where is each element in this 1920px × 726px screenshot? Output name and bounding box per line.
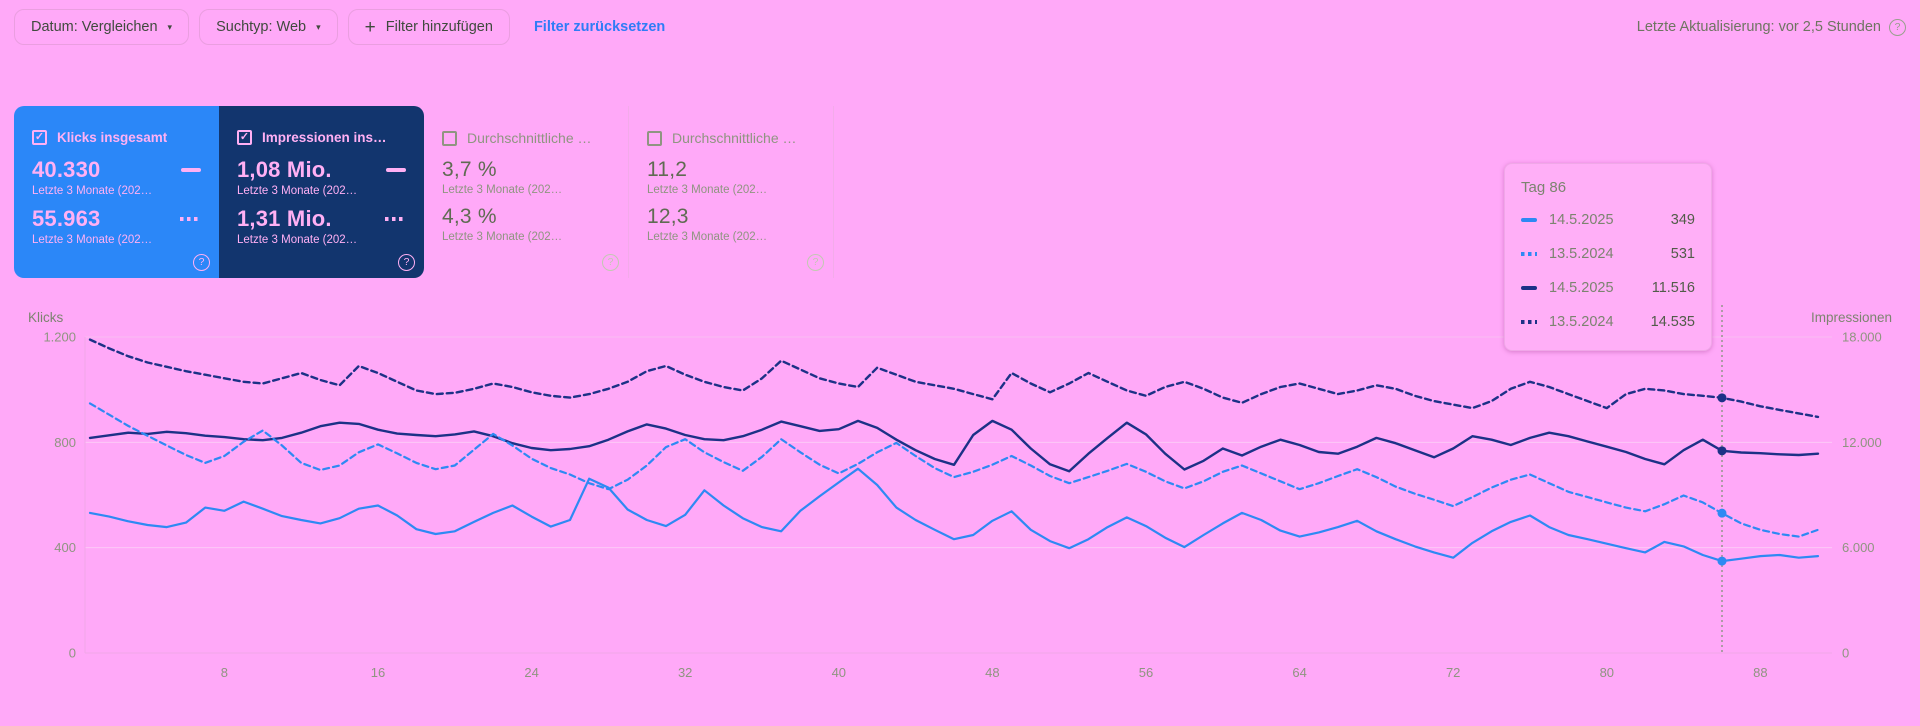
x-axis-tick: 80 [1600,665,1614,680]
last-update-text: Letzte Aktualisierung: vor 2,5 Stunden [1636,19,1881,35]
marker-dot [1717,508,1727,518]
checkbox-checked[interactable]: ✓ [32,130,47,145]
tooltip-date: 13.5.2024 [1549,246,1614,262]
tooltip-row: 13.5.2024 14.535 [1521,314,1695,330]
dashed-series-swatch-icon [1521,252,1537,256]
tooltip-value: 11.516 [1651,280,1695,296]
last-update-status: Letzte Aktualisierung: vor 2,5 Stunden ? [1636,18,1906,36]
x-axis-tick: 72 [1446,665,1460,680]
right-axis-tick: 12.000 [1842,435,1882,450]
plus-icon: + [364,16,376,38]
tooltip-value: 349 [1670,212,1695,228]
searchtype-filter-chip[interactable]: Suchtyp: Web ▾ [199,9,338,45]
help-icon[interactable]: ? [602,254,619,271]
metric-value: 1,31 Mio. [237,206,332,231]
tooltip-date: 14.5.2025 [1549,280,1614,296]
metric-value: 4,3 % [442,205,497,228]
x-axis-tick: 40 [832,665,846,680]
metric-card-1[interactable]: ✓ Klicks insgesamt 40.330 Letzte 3 Monate (… [14,106,219,278]
metric-caption: Letzte 3 Monate (202… [647,231,768,243]
metric-caption: Letzte 3 Monate (202… [647,184,768,196]
metric-value: 40.330 [32,157,101,182]
left-axis-tick: 1.200 [43,330,76,345]
x-axis-tick: 48 [985,665,999,680]
right-axis-tick: 0 [1842,646,1849,661]
tooltip-row: 14.5.2025 11.516 [1521,280,1695,296]
tooltip-value: 531 [1670,246,1695,262]
metric-value: 55.963 [32,206,101,231]
metric-cards: ✓ Klicks insgesamt 40.330 Letzte 3 Monate (… [14,106,834,278]
reset-filters-link[interactable]: Filter zurücksetzen [533,19,666,35]
metric-caption: Letzte 3 Monate (202… [442,184,563,196]
metric-value: 11,2 [647,158,688,181]
series-line-klicks-13-5-2024 [88,402,1820,538]
date-filter-label: Datum: Vergleichen [31,19,158,35]
metric-caption: Letzte 3 Monate (202… [32,234,153,246]
right-axis-tick: 6.000 [1842,540,1875,555]
checkbox-unchecked[interactable] [647,130,662,146]
x-axis-tick: 16 [371,665,385,680]
metric-card-title: Durchschnittliche … [467,130,592,146]
marker-dot [1717,556,1727,566]
add-filter-label: Filter hinzufügen [385,19,493,35]
series-line-impressionen-14-5-2025 [88,419,1820,473]
metric-card-title: Impressionen ins… [262,130,387,145]
metric-caption: Letzte 3 Monate (202… [237,185,358,197]
help-icon[interactable]: ? [1889,18,1906,36]
checkbox-unchecked[interactable] [442,130,457,146]
chevron-down-icon: ▾ [167,21,173,32]
tooltip-title: Tag 86 [1521,179,1567,196]
dashed-line-swatch-icon [180,217,201,221]
right-axis-tick: 18.000 [1842,330,1882,345]
x-axis-tick: 64 [1292,665,1306,680]
series-line-impressionen-13-5-2024 [88,338,1820,419]
metric-card-title: Durchschnittliche … [672,130,797,146]
tooltip-date: 13.5.2024 [1549,314,1614,330]
metric-card-2[interactable]: ✓ Impressionen ins… 1,08 Mio. Letzte 3 Mona… [219,106,424,278]
metric-value: 12,3 [647,205,689,228]
tooltip-date: 14.5.2025 [1549,212,1614,228]
filter-toolbar: Datum: Vergleichen ▾ Suchtyp: Web ▾ + Fi… [14,8,1906,46]
performance-chart[interactable]: 1.200 800 400 0 18.000 12.000 6.000 0 Klicks Impr… [0,250,1920,726]
metric-caption: Letzte 3 Monate (202… [32,185,153,197]
date-filter-chip[interactable]: Datum: Vergleichen ▾ [14,9,190,45]
marker-dot [1717,446,1727,456]
metric-value: 3,7 % [442,158,497,181]
dashed-series-swatch-icon [1521,320,1537,324]
series-line-klicks-14-5-2025 [88,467,1820,563]
metric-caption: Letzte 3 Monate (202… [442,231,563,243]
metric-card-3[interactable]: Durchschnittliche … 3,7 % Letzte 3 Monate … [424,106,629,278]
x-axis-tick: 24 [524,665,538,680]
x-axis-tick: 8 [221,665,228,680]
left-axis-tick: 400 [54,540,76,555]
x-axis-tick: 32 [678,665,692,680]
left-axis-tick: 0 [69,646,76,661]
left-axis-title: Klicks [28,310,64,325]
searchtype-filter-label: Suchtyp: Web [216,19,307,35]
metric-caption: Letzte 3 Monate (202… [237,234,358,246]
solid-line-swatch-icon [181,168,201,172]
solid-line-swatch-icon [386,168,406,172]
metric-card-4[interactable]: Durchschnittliche … 11,2 Letzte 3 Monate (… [629,106,834,278]
checkbox-checked[interactable]: ✓ [237,130,252,145]
help-icon[interactable]: ? [398,254,415,271]
tooltip-row: 14.5.2025 349 [1521,212,1695,228]
solid-series-swatch-icon [1521,286,1537,290]
add-filter-chip[interactable]: + Filter hinzufügen [347,9,510,45]
help-icon[interactable]: ? [193,254,210,271]
left-axis-tick: 800 [54,435,76,450]
chevron-down-icon: ▾ [316,21,321,32]
right-axis-title: Impressionen [1811,310,1892,325]
tooltip-value: 14.535 [1650,314,1695,330]
chart-tooltip: Tag 86 14.5.2025 349 13.5.2024 531 14.5.2025… [1504,163,1712,351]
solid-series-swatch-icon [1521,218,1537,222]
x-axis-tick: 88 [1753,665,1767,680]
metric-card-title: Klicks insgesamt [57,130,168,145]
tooltip-row: 13.5.2024 531 [1521,246,1695,262]
help-icon[interactable]: ? [807,254,824,271]
x-axis-tick: 56 [1139,665,1153,680]
dashed-line-swatch-icon [385,217,406,221]
marker-dot [1717,393,1727,403]
metric-value: 1,08 Mio. [237,157,332,182]
